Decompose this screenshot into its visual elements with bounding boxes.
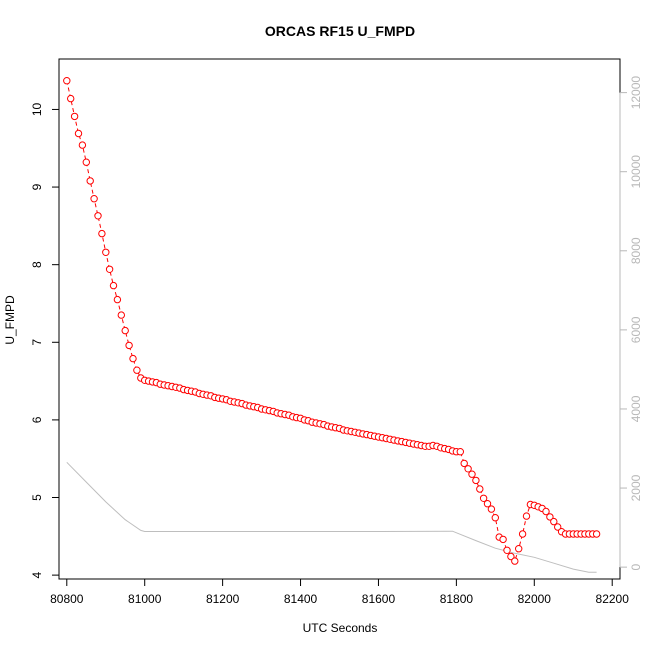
data-point	[518, 530, 527, 538]
y-right-tick-label: 4000	[629, 395, 643, 422]
data-point	[499, 535, 507, 544]
data-point	[546, 513, 554, 521]
data-point	[63, 77, 71, 85]
data-point	[456, 448, 464, 456]
data-point	[129, 354, 137, 363]
y-axis-right: 0 2000 4000 6000 8000 10000 12000	[619, 76, 643, 570]
data-point	[554, 523, 562, 531]
data-point	[105, 265, 114, 273]
y-axis-label: U_FMPD	[3, 295, 17, 345]
data-point	[82, 158, 91, 166]
x-axis: 80800 81000 81200 81400 81600 81800 82000 82200	[50, 579, 629, 606]
data-point	[74, 129, 83, 138]
data-point	[70, 112, 79, 121]
data-point	[117, 311, 126, 319]
chart-title: ORCAS RF15 U_FMPD	[265, 23, 415, 39]
data-point	[90, 195, 98, 203]
data-point	[483, 500, 492, 508]
data-point	[522, 512, 531, 520]
data-point	[133, 366, 141, 374]
y-tick-label: 5	[30, 494, 44, 501]
data-point	[592, 530, 601, 538]
data-point	[479, 494, 488, 502]
data-point	[109, 281, 118, 290]
y-right-tick-label: 2000	[629, 474, 643, 501]
data-point	[102, 248, 110, 257]
data-point	[121, 326, 129, 335]
x-tick-label: 82000	[518, 592, 552, 606]
data-point	[476, 485, 484, 493]
y-tick-label: 7	[30, 339, 44, 346]
primary-series-line	[66, 80, 597, 563]
data-point	[487, 505, 496, 513]
y-right-tick-label: 12000	[629, 76, 643, 110]
y-right-tick-label: 8000	[629, 237, 643, 264]
data-point	[460, 459, 468, 468]
secondary-series-layer	[66, 461, 597, 573]
data-point	[98, 229, 106, 238]
y-axis-left: 4 5 6 7 8 9 10	[30, 102, 59, 578]
y-tick-label: 4	[30, 571, 44, 578]
data-point	[511, 557, 519, 565]
data-point	[507, 552, 515, 561]
data-point	[472, 476, 480, 485]
x-tick-label: 80800	[50, 592, 84, 606]
data-point	[550, 517, 558, 526]
data-point	[67, 94, 75, 103]
y-tick-label: 10	[30, 102, 44, 116]
data-point	[94, 212, 102, 220]
data-point	[125, 341, 133, 350]
y-right-tick-label: 10000	[629, 155, 643, 189]
data-point	[464, 465, 472, 473]
data-point	[113, 295, 122, 304]
data-point	[86, 177, 94, 185]
data-point	[542, 507, 550, 516]
x-tick-label: 81600	[362, 592, 396, 606]
x-tick-label: 82200	[596, 592, 630, 606]
x-tick-label: 81000	[128, 592, 162, 606]
plot-frame-layer	[58, 58, 621, 580]
y-right-tick-label: 0	[629, 563, 643, 570]
data-point	[503, 546, 511, 554]
x-tick-label: 81400	[284, 592, 318, 606]
data-point	[78, 141, 87, 149]
x-tick-label: 81200	[206, 592, 240, 606]
x-tick-label: 81800	[440, 592, 474, 606]
y-right-tick-label: 6000	[629, 316, 643, 343]
data-point	[515, 545, 523, 553]
primary-series-layer	[63, 77, 601, 565]
plot-frame	[58, 58, 621, 580]
secondary-series-line	[66, 461, 597, 573]
x-axis-label: UTC Seconds	[303, 621, 378, 635]
y-tick-label: 9	[30, 183, 44, 190]
y-tick-label: 6	[30, 416, 44, 423]
data-point	[468, 470, 476, 478]
y-tick-label: 8	[30, 261, 44, 268]
data-point	[491, 514, 499, 522]
